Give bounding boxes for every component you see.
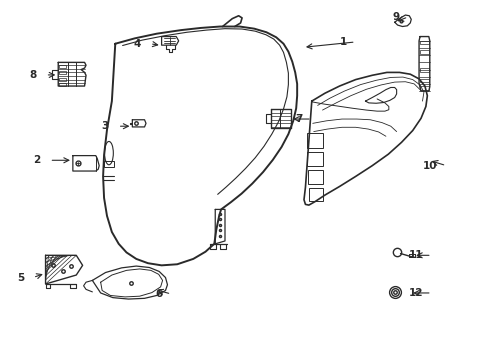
Text: 12: 12	[407, 288, 422, 298]
Text: 4: 4	[134, 39, 141, 49]
Bar	[419, 68, 428, 72]
Bar	[306, 134, 322, 148]
Bar	[307, 170, 322, 184]
Bar	[419, 41, 428, 44]
Text: 8: 8	[29, 70, 37, 80]
Text: 9: 9	[392, 12, 399, 22]
Bar	[306, 152, 322, 166]
Bar	[59, 71, 66, 74]
Bar	[59, 78, 66, 81]
Bar	[419, 79, 428, 82]
Text: 1: 1	[339, 37, 346, 47]
Text: 6: 6	[155, 289, 162, 299]
Text: 2: 2	[33, 155, 41, 165]
Text: 3: 3	[102, 121, 109, 131]
Text: 7: 7	[295, 114, 303, 124]
Bar	[419, 50, 428, 54]
Bar	[59, 83, 66, 86]
Text: 10: 10	[422, 161, 437, 171]
Text: 5: 5	[17, 273, 24, 283]
Bar	[419, 86, 428, 90]
Text: 11: 11	[407, 250, 422, 260]
Bar	[104, 161, 114, 167]
Bar	[59, 65, 66, 68]
Bar	[308, 188, 322, 201]
